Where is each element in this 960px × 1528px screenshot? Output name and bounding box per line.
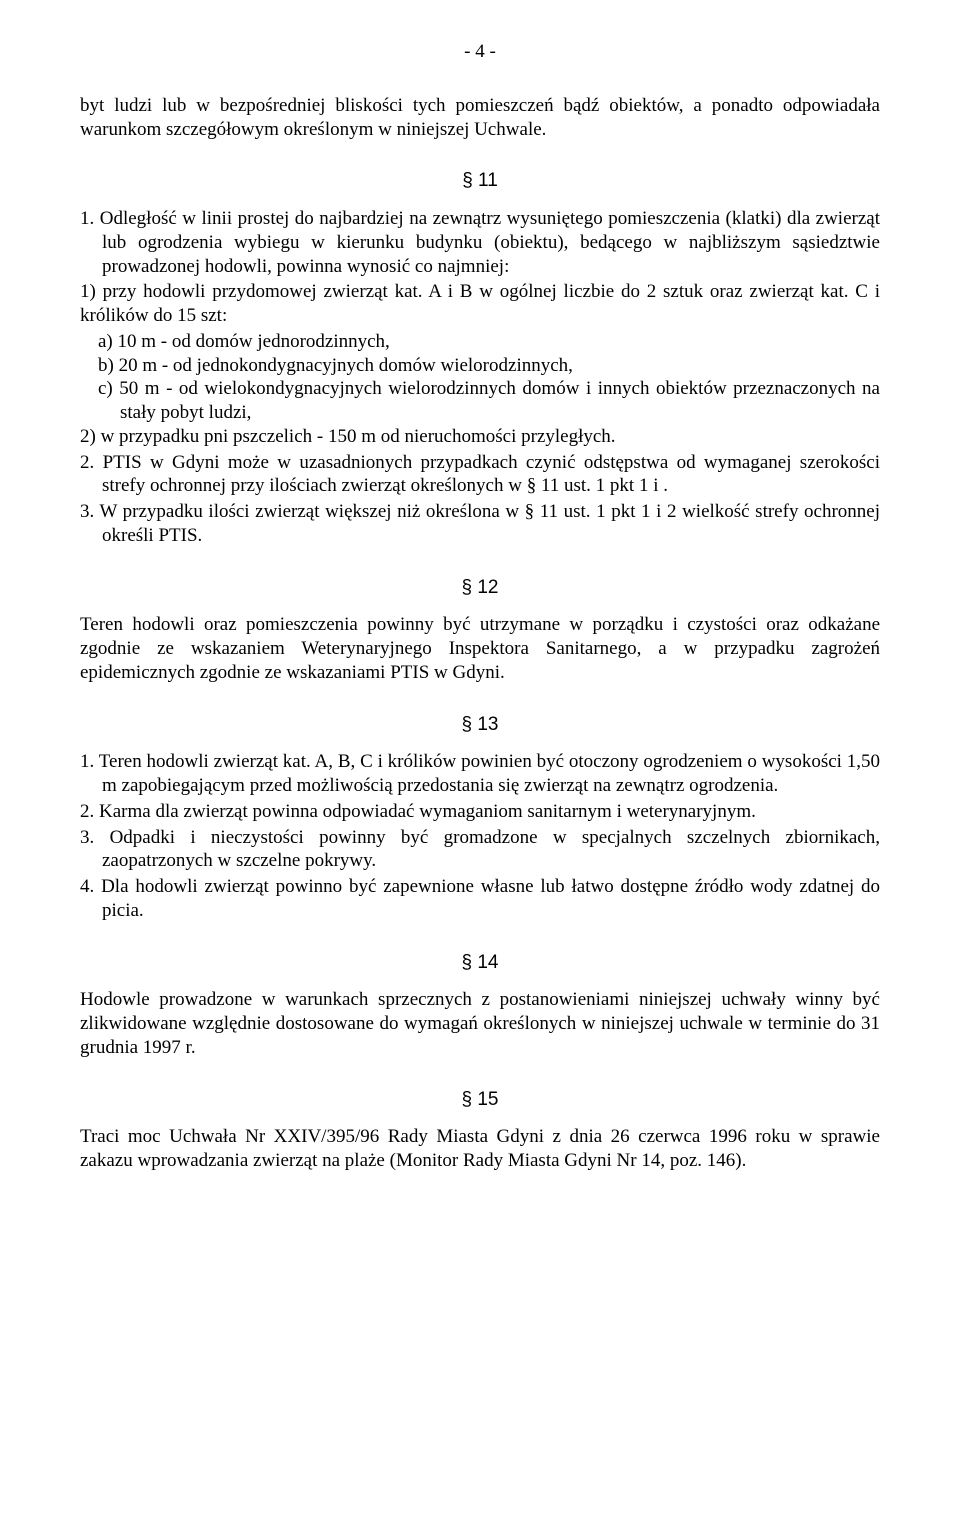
s13-p2: 2. Karma dla zwierząt powinna odpowiadać…: [80, 800, 880, 824]
section-11-header: § 11: [80, 169, 880, 193]
s12-p1: Teren hodowli oraz pomieszczenia powinny…: [80, 613, 880, 684]
section-14-header: § 14: [80, 951, 880, 975]
s14-p1: Hodowle prowadzone w warunkach sprzeczny…: [80, 988, 880, 1059]
intro-paragraph: byt ludzi lub w bezpośredniej bliskości …: [80, 94, 880, 142]
s11-p1: 1. Odległość w linii prostej do najbardz…: [80, 207, 880, 278]
s11-p1-2: 2) w przypadku pni pszczelich - 150 m od…: [80, 425, 880, 449]
page-number: - 4 -: [80, 40, 880, 64]
s11-p1-1b: b) 20 m - od jednokondygnacyjnych domów …: [80, 354, 880, 378]
document-page: - 4 - byt ludzi lub w bezpośredniej blis…: [0, 0, 960, 1239]
s11-p1-1c: c) 50 m - od wielokondygnacyjnych wielor…: [80, 377, 880, 425]
section-12-header: § 12: [80, 576, 880, 600]
s11-p2: 2. PTIS w Gdyni może w uzasadnionych prz…: [80, 451, 880, 499]
section-15-header: § 15: [80, 1088, 880, 1112]
s11-p3: 3. W przypadku ilości zwierząt większej …: [80, 500, 880, 548]
s11-p1-1: 1) przy hodowli przydomowej zwierząt kat…: [80, 280, 880, 328]
section-13-header: § 13: [80, 713, 880, 737]
s13-p3: 3. Odpadki i nieczystości powinny być gr…: [80, 826, 880, 874]
s13-p4: 4. Dla hodowli zwierząt powinno być zape…: [80, 875, 880, 923]
s15-p1: Traci moc Uchwała Nr XXIV/395/96 Rady Mi…: [80, 1125, 880, 1173]
s13-p1: 1. Teren hodowli zwierząt kat. A, B, C i…: [80, 750, 880, 798]
s11-p1-1a: a) 10 m - od domów jednorodzinnych,: [80, 330, 880, 354]
